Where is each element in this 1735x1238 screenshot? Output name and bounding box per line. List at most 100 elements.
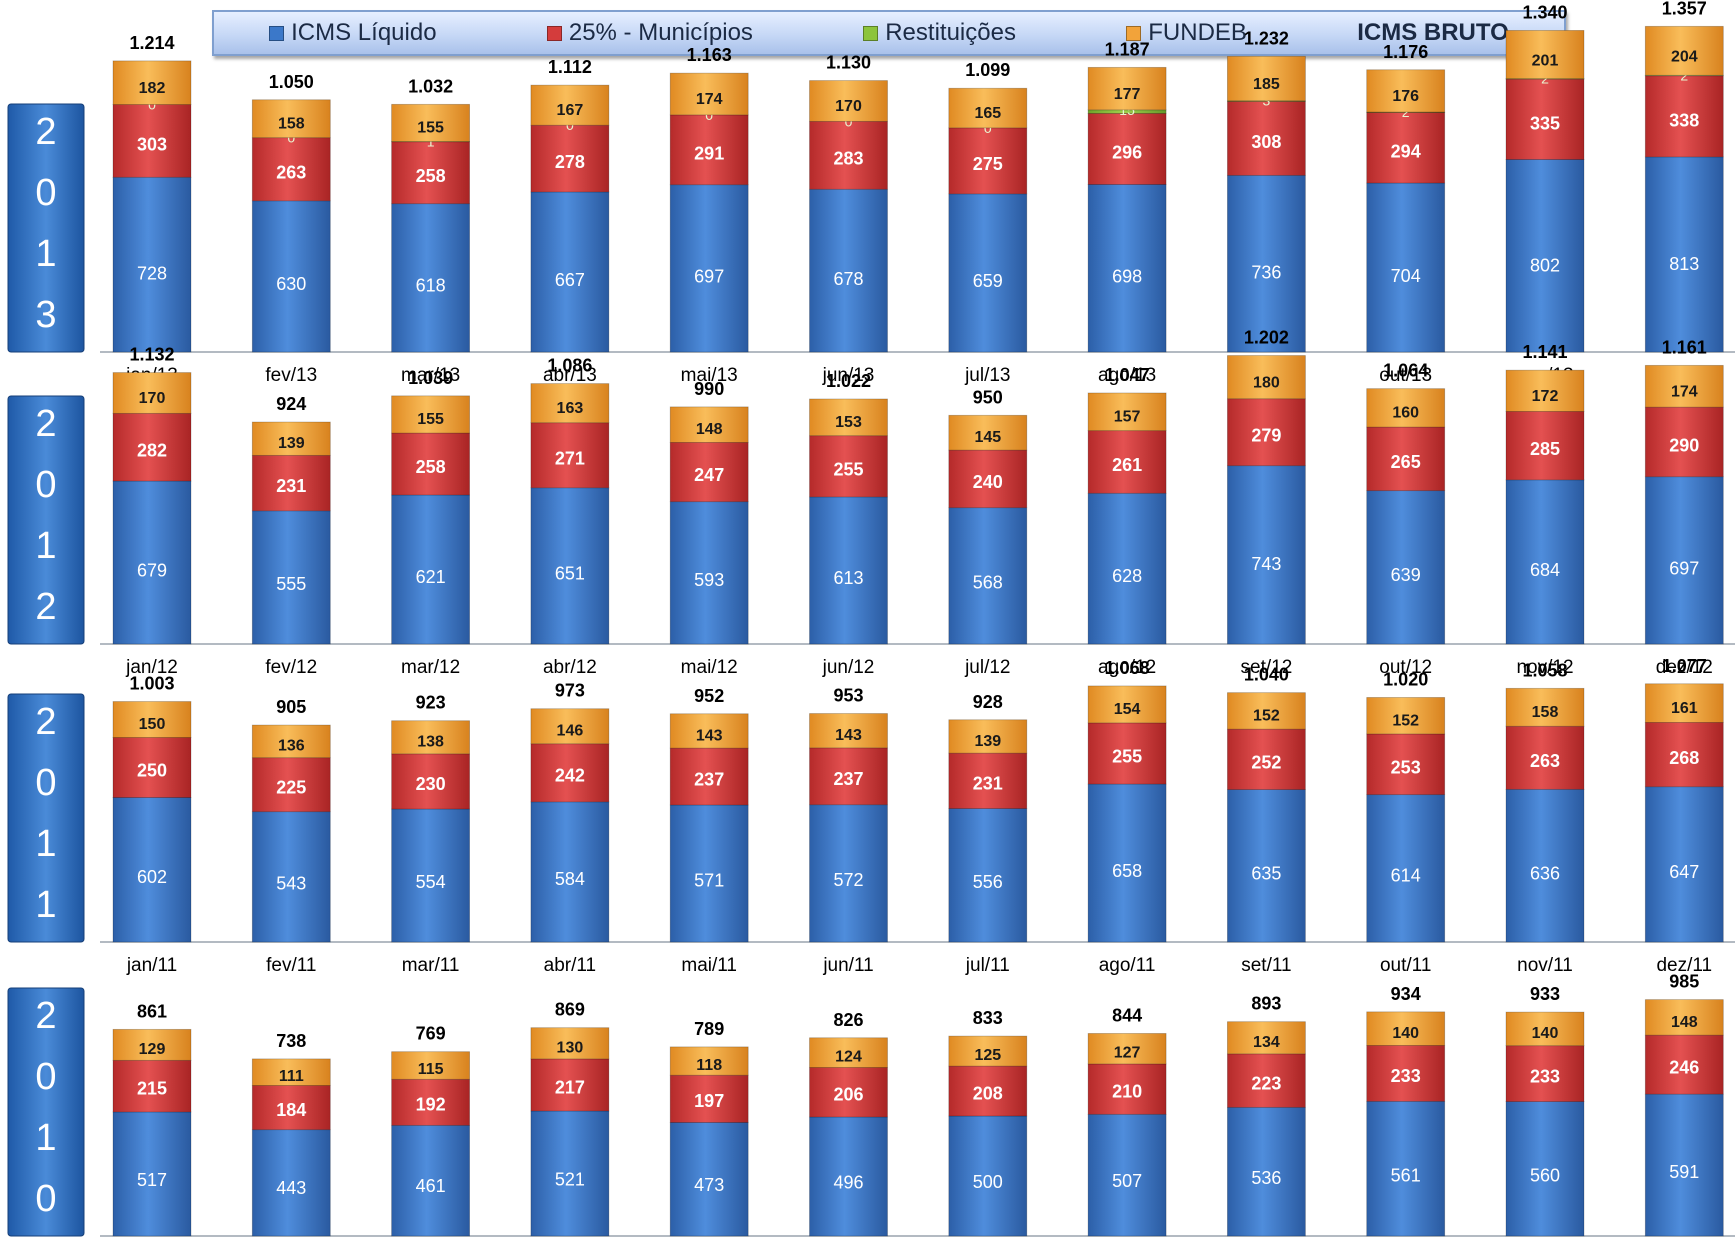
value-label-fundeb: 177: [1114, 86, 1141, 103]
bar-segment-municipios: [251, 454, 331, 512]
bar-segment-fundeb: [251, 724, 331, 759]
bar-2012-4: 651 271 163 1.086 abr/12: [530, 356, 610, 678]
bar-segment-fundeb: [948, 719, 1028, 754]
value-label-municipios: 217: [555, 1078, 585, 1098]
bar-2011-6: 572 237 143 953 jun/11: [809, 686, 888, 976]
value-label-municipios: 258: [416, 166, 446, 186]
total-label: 953: [833, 686, 863, 706]
total-label: 924: [276, 394, 306, 414]
value-label-municipios: 290: [1669, 435, 1699, 455]
value-label-liquido: 697: [694, 267, 724, 287]
bar-segment-liquido: [391, 1124, 471, 1237]
total-label: 973: [555, 681, 585, 701]
total-label: 1.020: [1383, 669, 1428, 689]
bar-2011-5: 571 237 143 952 mai/11: [669, 686, 749, 976]
year-digit: 0: [35, 762, 56, 804]
legend-swatch-fundeb: [1126, 25, 1142, 41]
bar-segment-fundeb: [809, 713, 888, 749]
bar-segment-fundeb: [1505, 369, 1585, 412]
bar-2012-2: 555 231 139 924 fev/12: [251, 394, 331, 678]
value-label-municipios: 231: [276, 476, 306, 496]
value-label-liquido: 571: [694, 870, 724, 890]
bar-2012-7: 568 240 145 950 jul/12: [948, 387, 1028, 678]
value-label-fundeb: 152: [1253, 708, 1280, 725]
total-label: 905: [276, 697, 306, 717]
value-label-municipios: 252: [1251, 752, 1281, 772]
bar-segment-municipios: [1505, 1045, 1585, 1103]
value-label-municipios: 237: [694, 769, 724, 789]
total-label: 1.032: [408, 76, 453, 96]
bar-segment-municipios: [948, 449, 1028, 509]
bar-segment-liquido: [251, 811, 331, 943]
x-tick-label: out/12: [1379, 657, 1432, 678]
bar-segment-liquido: [1227, 174, 1306, 353]
bar-segment-liquido: [112, 480, 192, 645]
value-label-municipios: 223: [1251, 1073, 1281, 1093]
bar-segment-municipios: [1644, 1034, 1724, 1095]
bar-segment-municipios: [391, 1078, 471, 1126]
year-digit: 1: [35, 1117, 56, 1159]
value-label-liquido: 618: [416, 275, 446, 295]
value-label-fundeb: 136: [278, 738, 305, 755]
value-label-fundeb: 124: [835, 1049, 862, 1066]
bar-segment-municipios: [112, 1059, 192, 1113]
year-digit: 1: [35, 525, 56, 567]
bar-2011-8: 658 255 154 1.068 ago/11: [1087, 658, 1167, 976]
bar-segment-municipios: [530, 124, 610, 193]
panel-2012: 2 0 1 2 679 282 170 1.132 jan/12 555 231 139 924 fev/…: [7, 328, 1735, 678]
value-label-municipios: 240: [973, 472, 1003, 492]
total-label: 1.058: [1522, 660, 1567, 680]
bar-2010-4: 521 217 130 869: [530, 1000, 610, 1237]
value-label-municipios: 242: [555, 766, 585, 786]
value-label-liquido: 647: [1669, 862, 1699, 882]
value-label-liquido: 651: [555, 564, 585, 584]
bar-segment-fundeb: [391, 103, 471, 142]
year-digit: 2: [35, 403, 56, 445]
bar-segment-liquido: [1227, 1106, 1306, 1237]
bar-2011-11: 636 263 158 1.058 nov/11: [1505, 660, 1585, 976]
value-label-municipios: 215: [137, 1079, 167, 1099]
bar-segment-municipios: [1644, 406, 1724, 478]
value-label-fundeb: 174: [696, 91, 723, 108]
total-label: 1.040: [1244, 665, 1289, 685]
value-label-liquido: 461: [416, 1176, 446, 1196]
value-label-fundeb: 152: [1392, 712, 1419, 729]
bar-segment-fundeb: [530, 84, 610, 126]
bar-segment-liquido: [948, 507, 1028, 645]
value-label-fundeb: 180: [1253, 374, 1280, 391]
value-label-fundeb: 115: [418, 1061, 444, 1078]
bar-segment-liquido: [1644, 156, 1724, 353]
value-label-municipios: 237: [833, 769, 863, 789]
bar-segment-fundeb: [1227, 55, 1306, 102]
bar-segment-liquido: [669, 184, 749, 353]
value-label-liquido: 584: [555, 869, 585, 889]
bar-segment-liquido: [809, 1116, 888, 1237]
year-digit: 1: [35, 233, 56, 275]
bar-segment-municipios: [669, 1074, 749, 1123]
bar-segment-liquido: [251, 200, 331, 353]
value-label-liquido: 635: [1251, 863, 1281, 883]
bar-segment-municipios: [809, 120, 888, 190]
value-label-fundeb: 134: [1253, 1034, 1280, 1051]
bar-segment-fundeb: [948, 414, 1028, 451]
bar-segment-municipios: [948, 1065, 1028, 1117]
x-tick-label: dez/11: [1656, 955, 1712, 976]
bar-segment-fundeb: [809, 1037, 888, 1068]
bar-segment-fundeb: [1366, 697, 1446, 735]
value-label-liquido: 697: [1669, 559, 1699, 579]
x-tick-label: jul/11: [965, 955, 1010, 976]
value-label-liquido: 561: [1391, 1165, 1421, 1185]
bar-2012-12: 697 290 174 1.161 dez/12: [1644, 337, 1724, 678]
total-label: 985: [1669, 972, 1699, 992]
bar-segment-liquido: [1505, 159, 1585, 353]
bar-segment-municipios: [251, 137, 331, 202]
value-label-liquido: 572: [833, 870, 863, 890]
value-label-fundeb: 158: [1532, 704, 1559, 721]
panel-2010: 2 0 1 0 517 215 129 861 443 184 111 738 461 192 115 769…: [7, 972, 1735, 1237]
bar-segment-fundeb: [1644, 683, 1724, 723]
total-label: 1.141: [1522, 342, 1567, 362]
bar-segment-liquido: [1366, 490, 1446, 645]
bar-segment-fundeb: [809, 398, 888, 437]
